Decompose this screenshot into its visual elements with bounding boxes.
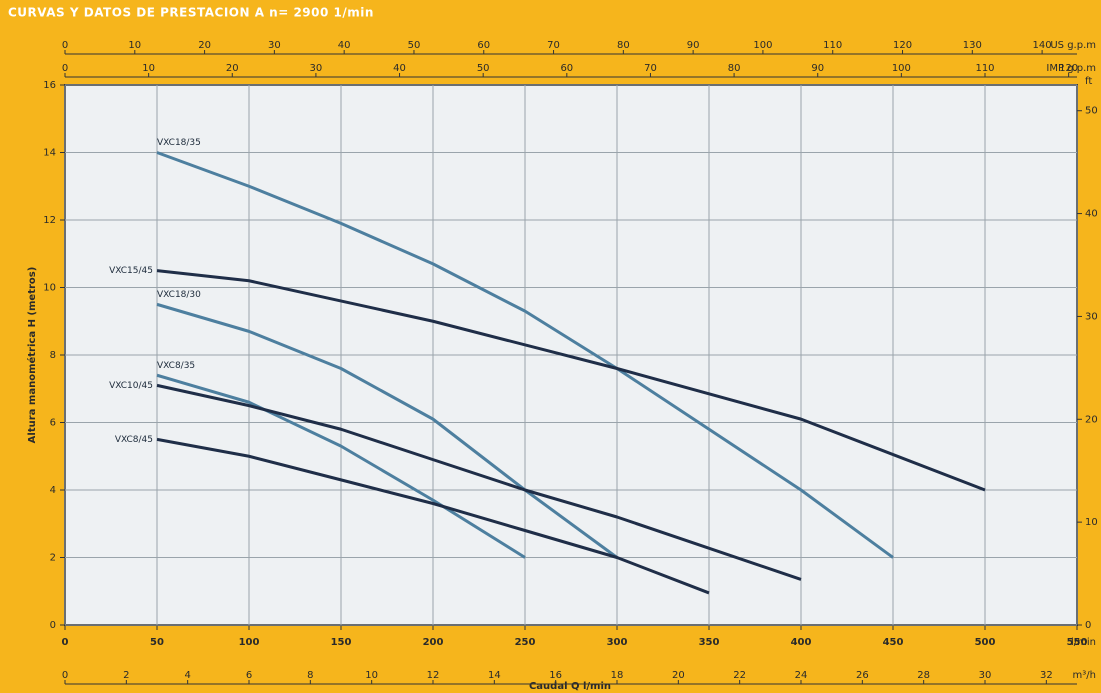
y-tick-label: 14	[43, 148, 56, 159]
y-tick-label: 0	[50, 620, 56, 631]
secondary-tick-label: 24	[795, 670, 808, 681]
secondary-tick-label: 14	[488, 670, 501, 681]
series-line	[156, 373, 526, 559]
x-unit: l/min	[1071, 637, 1096, 648]
y2-tick-label: 30	[1085, 311, 1098, 322]
secondary-tick-label: 110	[823, 40, 842, 51]
secondary-tick-label: 140	[1033, 40, 1052, 51]
secondary-tick-label: 28	[917, 670, 930, 681]
secondary-unit: m³/h	[1073, 670, 1096, 681]
y2-tick-label: 50	[1085, 106, 1098, 117]
x-tick-label: 250	[515, 637, 536, 648]
x-tick-label: 0	[62, 637, 69, 648]
secondary-tick-label: 0	[62, 40, 68, 51]
secondary-tick-label: 60	[560, 63, 573, 74]
x-tick-label: 200	[423, 637, 444, 648]
x-tick-label: 150	[331, 637, 352, 648]
secondary-tick-label: 130	[963, 40, 982, 51]
secondary-tick-label: 50	[408, 40, 421, 51]
secondary-tick-label: 100	[753, 40, 772, 51]
x-tick-label: 300	[607, 637, 628, 648]
series-line	[156, 151, 894, 559]
secondary-tick-label: 80	[728, 63, 741, 74]
secondary-tick-label: 120	[1059, 63, 1078, 74]
series-label: VXC18/30	[157, 290, 201, 300]
y-tick-label: 10	[43, 283, 56, 294]
secondary-tick-label: 10	[142, 63, 155, 74]
secondary-tick-label: 120	[893, 40, 912, 51]
y-axis-title: Altura manométrica H (metros)	[26, 267, 38, 444]
secondary-tick-label: 90	[687, 40, 700, 51]
secondary-tick-label: 16	[549, 670, 562, 681]
x-tick-label: 500	[975, 637, 996, 648]
x-tick-label: 100	[239, 637, 260, 648]
series-line	[156, 437, 710, 595]
secondary-tick-label: 0	[62, 63, 68, 74]
secondary-tick-label: 12	[427, 670, 440, 681]
secondary-tick-label: 40	[338, 40, 351, 51]
secondary-tick-label: 40	[393, 63, 406, 74]
secondary-tick-label: 60	[477, 40, 490, 51]
y-tick-label: 8	[50, 350, 56, 361]
series-label: VXC18/35	[157, 138, 201, 148]
x-tick-label: 550	[1067, 637, 1088, 648]
x-tick-label: 50	[150, 637, 164, 648]
secondary-tick-label: 30	[310, 63, 323, 74]
x-axis-title: Caudal Q l/min	[529, 681, 611, 692]
secondary-unit: IMP g.p.m	[1046, 63, 1096, 74]
secondary-tick-label: 4	[184, 670, 190, 681]
secondary-tick-label: 6	[246, 670, 252, 681]
y2-tick-label: 40	[1085, 209, 1098, 220]
secondary-tick-label: 8	[307, 670, 313, 681]
secondary-tick-label: 30	[979, 670, 992, 681]
secondary-tick-label: 2	[123, 670, 129, 681]
x-tick-label: 350	[699, 637, 720, 648]
y2-tick-label: 10	[1085, 517, 1098, 528]
y2-tick-label: 0	[1085, 620, 1091, 631]
secondary-tick-label: 30	[268, 40, 281, 51]
y-tick-label: 12	[43, 215, 56, 226]
secondary-tick-label: 32	[1040, 670, 1053, 681]
series-line	[156, 269, 986, 492]
secondary-tick-label: 50	[477, 63, 490, 74]
y-tick-label: 4	[50, 485, 56, 496]
secondary-tick-label: 110	[975, 63, 994, 74]
series-label: VXC8/45	[115, 435, 153, 445]
chart-title: CURVAS Y DATOS DE PRESTACION A n= 2900 1…	[8, 6, 374, 20]
y-tick-label: 2	[50, 553, 56, 564]
secondary-tick-label: 100	[892, 63, 911, 74]
secondary-tick-label: 22	[733, 670, 746, 681]
secondary-tick-label: 80	[617, 40, 630, 51]
series-line	[156, 302, 618, 559]
secondary-tick-label: 18	[611, 670, 624, 681]
x-tick-label: 400	[791, 637, 812, 648]
secondary-tick-label: 10	[365, 670, 378, 681]
y-tick-label: 6	[50, 418, 56, 429]
series-label: VXC10/45	[109, 381, 153, 391]
secondary-tick-label: 20	[672, 670, 685, 681]
secondary-tick-label: 26	[856, 670, 869, 681]
series-label: VXC15/45	[109, 266, 153, 276]
secondary-tick-label: 70	[547, 40, 560, 51]
secondary-tick-label: 0	[62, 670, 68, 681]
series-label: VXC8/35	[157, 361, 195, 371]
y2-tick-label: 20	[1085, 414, 1098, 425]
secondary-tick-label: 20	[226, 63, 239, 74]
secondary-tick-label: 70	[644, 63, 657, 74]
secondary-unit: US g.p.m	[1050, 40, 1096, 51]
series-line	[156, 383, 802, 581]
secondary-tick-label: 20	[198, 40, 211, 51]
y-tick-label: 16	[43, 80, 56, 91]
secondary-tick-label: 10	[128, 40, 141, 51]
x-tick-label: 450	[883, 637, 904, 648]
y2-unit: ft	[1085, 76, 1092, 87]
secondary-tick-label: 90	[811, 63, 824, 74]
